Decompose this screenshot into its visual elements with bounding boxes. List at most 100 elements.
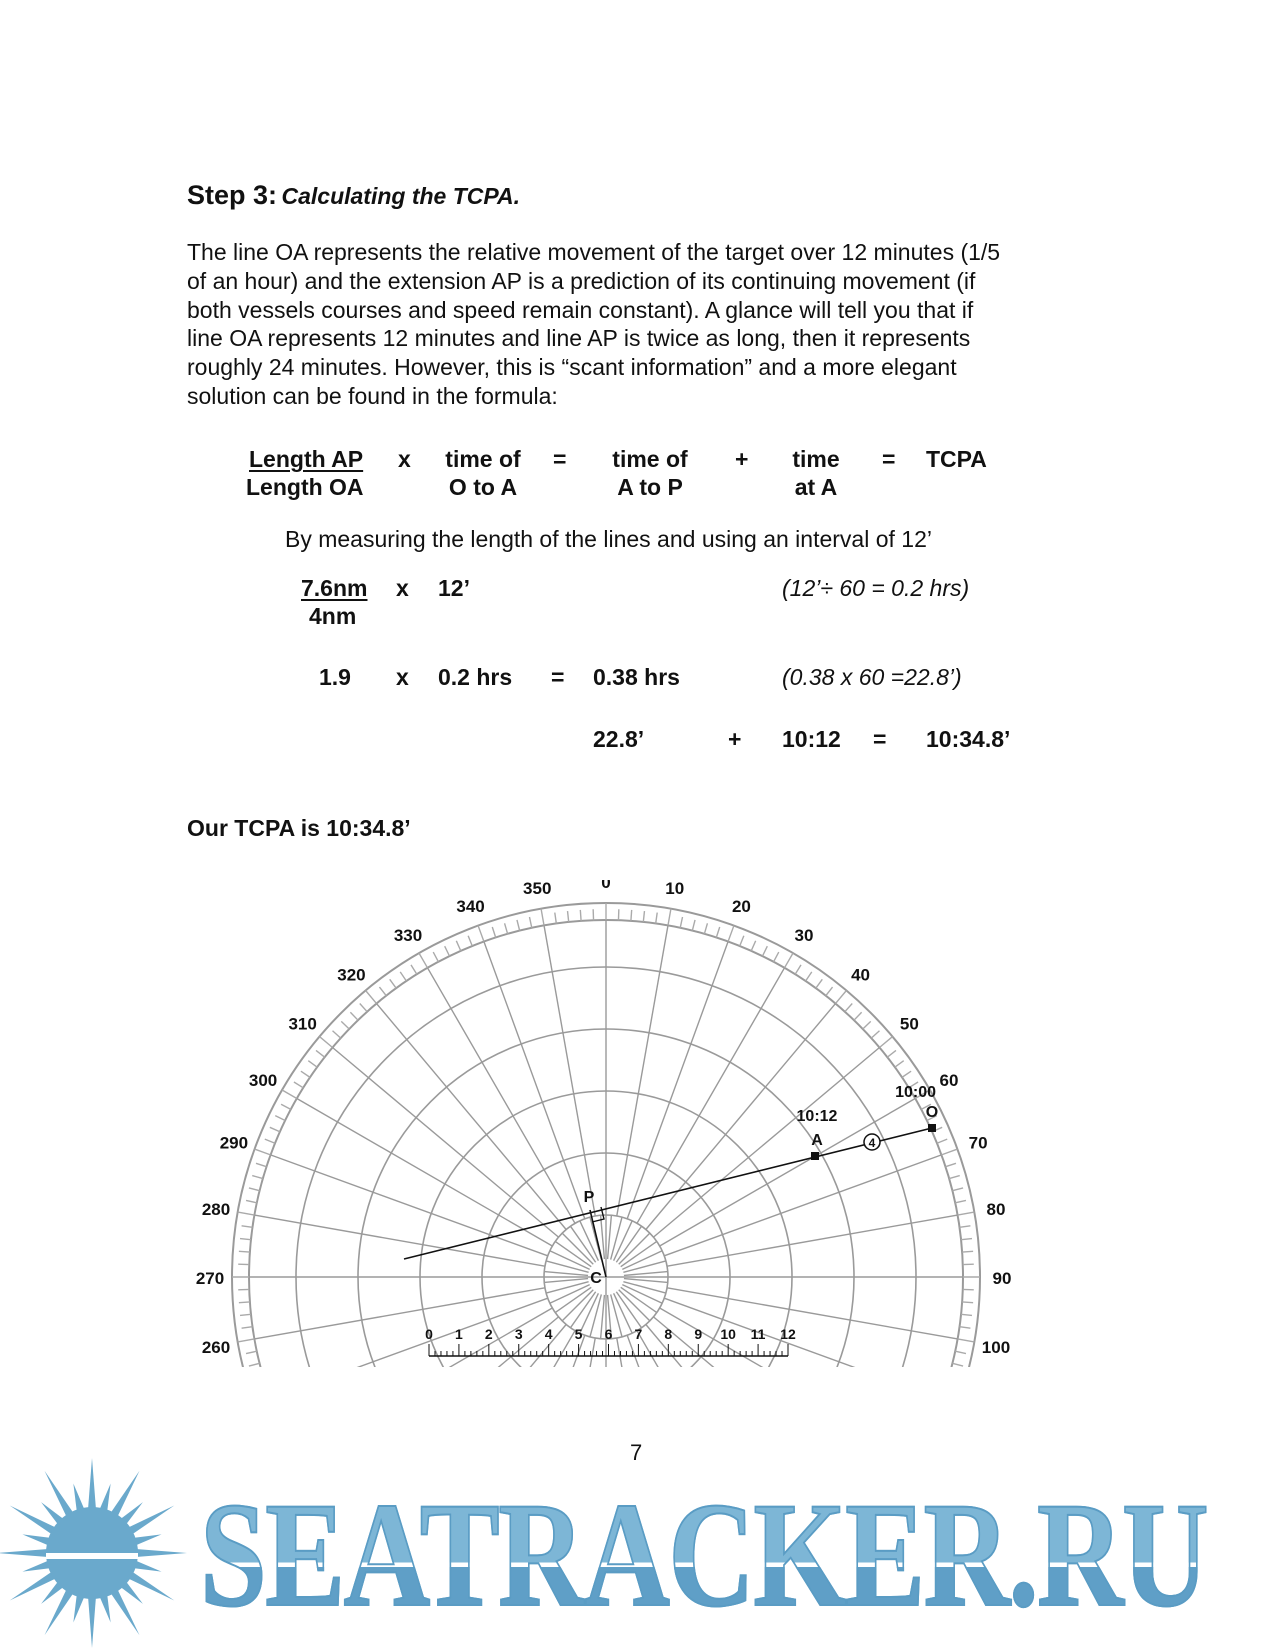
- inner-spoke: [545, 1280, 589, 1294]
- calc2-equals: =: [551, 664, 565, 690]
- bearing-tick: [248, 1187, 260, 1192]
- inner-spoke: [545, 1260, 589, 1274]
- inner-spoke: [606, 1215, 613, 1260]
- inner-spoke: [612, 1220, 633, 1261]
- range-scale-label-3: 3: [515, 1326, 523, 1342]
- range-scale-label-0: 0: [425, 1326, 433, 1342]
- page-number: 7: [630, 1440, 643, 1465]
- bearing-tick: [960, 1313, 973, 1317]
- bearing-tick: [467, 935, 473, 947]
- point-o-marker: [928, 1124, 936, 1132]
- bearing-tick: [491, 926, 497, 938]
- bearing-radial: [645, 1324, 683, 1367]
- bearing-tick: [750, 940, 757, 952]
- calc2-hours: 0.2 hrs: [438, 664, 513, 690]
- bearing-tick: [962, 1250, 974, 1253]
- sun-ray: [110, 1470, 140, 1518]
- bearing-tick: [307, 1060, 318, 1068]
- inner-spoke: [612, 1293, 633, 1334]
- bearing-tick: [315, 1049, 326, 1058]
- sun-ray: [127, 1571, 175, 1601]
- bearing-tick: [654, 912, 658, 924]
- inner-spoke: [599, 1294, 606, 1339]
- point-a-marker: [811, 1152, 819, 1160]
- formula-equals-1: =: [553, 446, 567, 472]
- calc2-note: (0.38 x 60 =22.8’): [782, 664, 962, 690]
- sun-ray: [22, 1534, 51, 1546]
- formula-term1-b: O to A: [448, 474, 518, 500]
- bearing-tick: [886, 1049, 897, 1058]
- bearing-tick: [962, 1301, 974, 1304]
- bearing-tick: [432, 951, 440, 963]
- sun-ray: [9, 1505, 57, 1535]
- bearing-radial: [664, 1297, 856, 1367]
- bearing-tick: [952, 1187, 964, 1192]
- bearing-tick: [955, 1350, 967, 1355]
- bearing-tick: [340, 1020, 350, 1030]
- bearing-label-320: 320: [337, 966, 365, 985]
- bearing-radial: [666, 1287, 958, 1340]
- measuring-note: By measuring the length of the lines and…: [285, 526, 932, 552]
- inner-spoke: [623, 1277, 668, 1284]
- bearing-tick: [959, 1325, 971, 1329]
- bearing-tick: [957, 1211, 975, 1216]
- bearing-radial: [270, 1154, 548, 1257]
- inner-spoke: [544, 1270, 589, 1277]
- inner-spoke: [620, 1286, 658, 1314]
- inner-spoke: [609, 1294, 623, 1338]
- sun-ray: [41, 1581, 64, 1604]
- bearing-label-260: 260: [202, 1338, 230, 1357]
- sun-ray: [127, 1505, 175, 1535]
- bearing-tick: [715, 926, 721, 938]
- bearing-radial: [616, 1337, 623, 1367]
- bearing-tick: [926, 1115, 938, 1122]
- formula-term3-b: at A: [794, 474, 838, 500]
- bearing-tick: [300, 1070, 311, 1078]
- calc2-times: x: [396, 664, 409, 690]
- bearing-label-40: 40: [851, 966, 870, 985]
- bearing-tick: [269, 1126, 281, 1133]
- bearing-tick: [727, 925, 735, 942]
- bearing-tick: [945, 1162, 957, 1168]
- section-heading: Step 3: Calculating the TCPA.: [187, 180, 520, 211]
- calc1-times: x: [396, 575, 409, 601]
- formula-term3-a: time: [792, 446, 840, 472]
- calc1-note: (12’÷ 60 = 0.2 hrs): [782, 575, 970, 601]
- bearing-tick: [862, 1020, 872, 1030]
- bearing-radial: [426, 967, 576, 1224]
- range-scale-label-5: 5: [575, 1326, 583, 1342]
- bearing-tick: [455, 940, 462, 952]
- inner-spoke: [569, 1291, 597, 1329]
- bearing-tick: [418, 952, 429, 969]
- bearing-tick: [679, 916, 684, 928]
- bearing-tick: [579, 909, 582, 921]
- bearing-tick: [516, 919, 521, 931]
- bearing-label-340: 340: [456, 897, 484, 916]
- bearing-tick: [805, 971, 813, 982]
- bearing-label-350: 350: [523, 879, 551, 898]
- bearing-label-290: 290: [220, 1134, 248, 1153]
- paragraph-line: The line OA represents the relative move…: [187, 239, 1001, 265]
- bearing-tick: [365, 990, 378, 1004]
- bearing-radial: [616, 925, 669, 1217]
- bearing-tick: [901, 1070, 912, 1078]
- bearing-tick: [936, 1138, 948, 1144]
- sun-ray: [73, 1594, 85, 1623]
- bearing-radial: [666, 1214, 958, 1267]
- step-label: Step 3:: [187, 180, 278, 210]
- bearing-tick: [630, 909, 633, 921]
- inner-spoke: [561, 1232, 594, 1265]
- formula-equals-2: =: [882, 446, 896, 472]
- inner-spoke: [623, 1280, 667, 1294]
- formula-term1-a: time of: [445, 446, 521, 472]
- point-o-label: O: [926, 1104, 938, 1121]
- bearing-tick: [252, 1174, 264, 1180]
- intro-paragraph: The line OA represents the relative move…: [187, 238, 1000, 411]
- bearing-tick: [772, 951, 780, 963]
- formula-plus: +: [735, 446, 749, 472]
- radar-plotting-sheet: 0 102030405060708090100260270280290300310…: [196, 879, 1011, 1367]
- bearing-tick: [349, 1011, 359, 1021]
- bearing-tick: [359, 1003, 368, 1013]
- calc1-numerator: 7.6nm: [301, 575, 368, 601]
- bearing-tick: [952, 1362, 964, 1367]
